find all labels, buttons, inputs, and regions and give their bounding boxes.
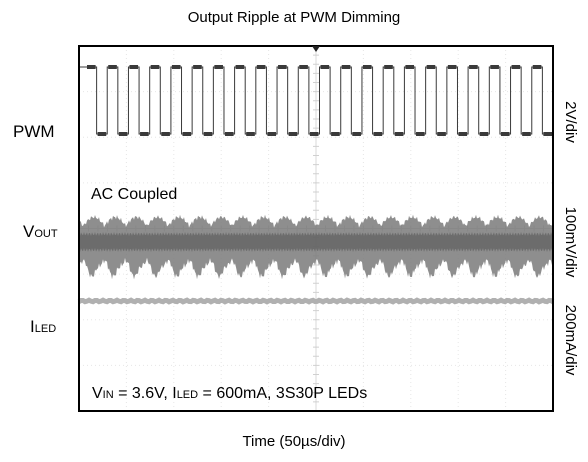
pwm-high-segment [362,65,372,69]
pwm-high-segment [235,65,245,69]
scale-pwm: 2V/div [562,101,579,143]
pwm-low-segment [437,132,446,136]
vout-trace-core [79,232,553,252]
pwm-high-segment [214,65,223,69]
pwm-low-segment [246,132,255,136]
channel-label-iled-main: I [30,317,35,336]
cond-vin: V [92,385,103,402]
chart-title: Output Ripple at PWM Dimming [187,9,401,26]
pwm-low-segment [522,132,531,136]
pwm-high-segment [341,65,351,69]
cond-leds: = 600mA, 3S30P LEDs [198,385,368,402]
pwm-low-segment [458,132,468,136]
channel-label-pwm-text: PWM [13,122,55,141]
channel-label-vout-main: V [23,222,35,241]
pwm-low-segment [161,132,170,136]
conditions-annotation: VIN = 3.6V, ILED = 600mA, 3S30P LEDs [92,385,367,403]
pwm-low-segment [140,132,149,136]
pwm-high-segment [299,65,308,69]
pwm-low-segment [97,132,107,136]
pwm-high-segment [384,65,393,69]
pwm-high-segment [320,65,330,69]
pwm-low-segment [331,132,340,136]
pwm-low-segment [352,132,361,136]
pwm-high-segment [256,65,266,69]
pwm-low-segment [373,132,383,136]
channel-label-iled: ILED [30,317,56,337]
pwm-low-segment [118,132,128,136]
scope-traces [77,65,555,305]
pwm-high-segment [193,65,202,69]
pwm-high-segment [278,65,287,69]
channel-label-pwm: PWM [13,122,55,142]
pwm-low-segment [309,132,319,136]
pwm-low-segment [224,132,234,136]
pwm-high-segment [532,65,542,69]
pwm-high-segment [108,65,117,69]
pwm-trace [79,66,554,135]
cond-iled-sub: LED [176,389,199,401]
pwm-low-segment [182,132,192,136]
cond-vin-sub: IN [102,389,114,401]
pwm-low-segment [394,132,404,136]
channel-label-iled-sub: LED [34,323,57,335]
trigger-marker [312,46,320,52]
coupling-annotation: AC Coupled [91,186,178,203]
pwm-high-segment [150,65,160,69]
pwm-low-segment [267,132,277,136]
pwm-high-segment [87,65,96,69]
scale-iled: 200mA/div [562,304,579,376]
pwm-low-segment [203,132,213,136]
pwm-low-segment [543,132,552,136]
pwm-high-segment [171,65,181,69]
pwm-low-segment [479,132,489,136]
pwm-high-segment [129,65,139,69]
pwm-high-segment [490,65,499,69]
pwm-high-segment [426,65,436,69]
pwm-high-segment [405,65,415,69]
channel-label-vout: VOUT [23,222,58,242]
pwm-high-segment [447,65,457,69]
iled-trace [77,297,555,305]
cond-iled: = 3.6V, I [113,385,177,402]
pwm-low-segment [416,132,425,136]
pwm-low-segment [288,132,298,136]
pwm-high-segment [469,65,478,69]
channel-label-vout-sub: OUT [34,228,58,240]
pwm-low-segment [500,132,510,136]
pwm-high-segment [511,65,521,69]
x-axis-label: Time (50µs/div) [242,433,346,450]
